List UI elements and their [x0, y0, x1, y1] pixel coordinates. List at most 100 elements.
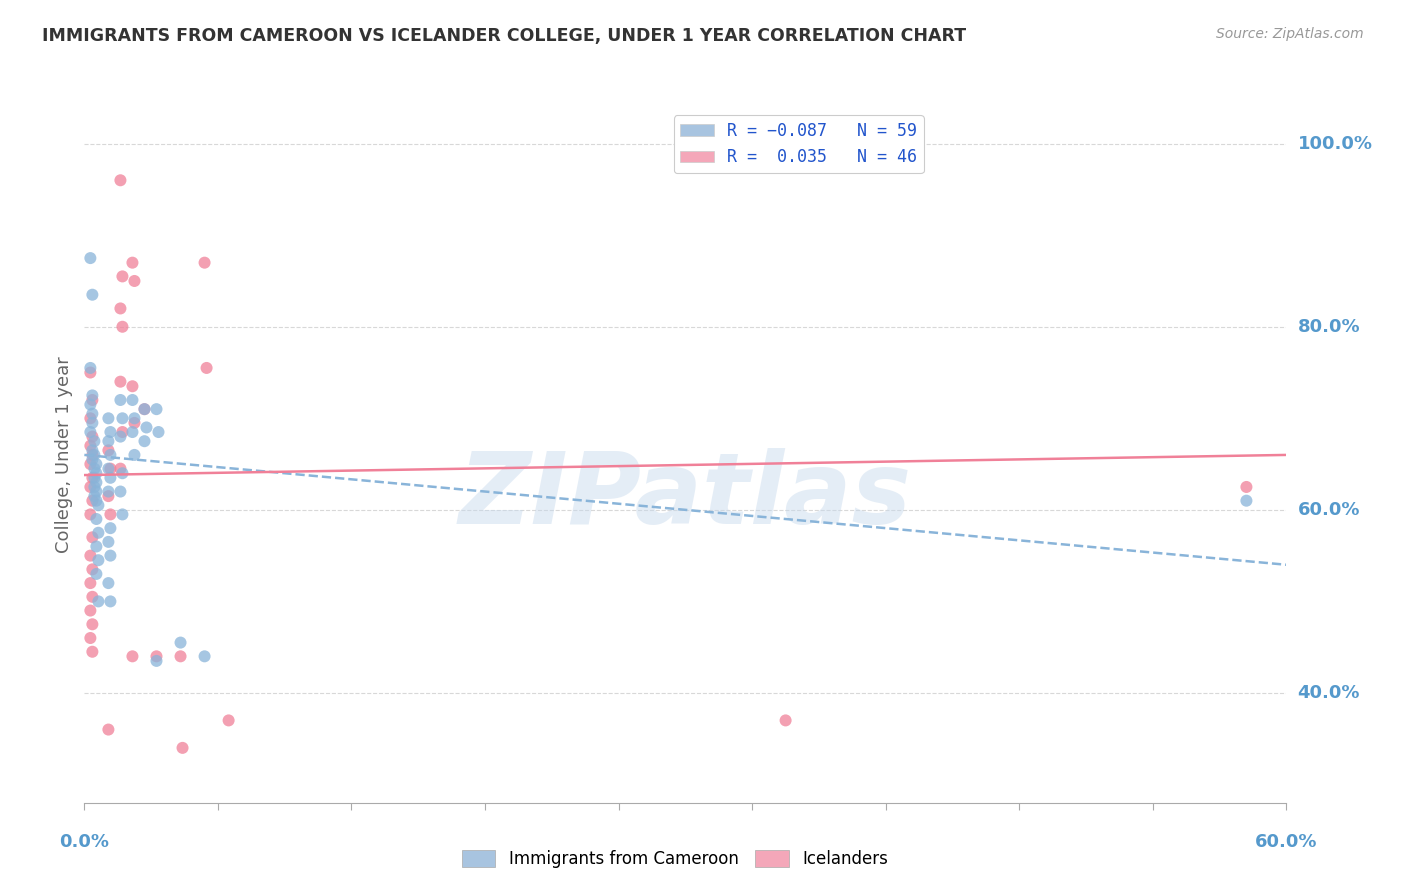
Point [134, 402, 156, 417]
Point [100, 461, 122, 475]
Point [110, 461, 132, 475]
Point [100, 425, 122, 439]
Text: 60.0%: 60.0% [1298, 500, 1360, 519]
Point [97, 411, 120, 425]
Point [124, 274, 146, 288]
Point [82, 388, 104, 402]
Point [100, 521, 122, 535]
Point [100, 448, 122, 462]
Legend: R = −0.087   N = 59, R =  0.035   N = 46: R = −0.087 N = 59, R = 0.035 N = 46 [673, 115, 924, 173]
Point [82, 443, 104, 458]
Point [169, 635, 191, 649]
Point [97, 443, 120, 458]
Point [172, 740, 194, 755]
Text: 0.0%: 0.0% [59, 833, 110, 851]
Point [82, 448, 104, 462]
Point [79, 439, 101, 453]
Point [79, 508, 101, 522]
Point [83, 471, 105, 485]
Point [110, 301, 132, 316]
Point [100, 508, 122, 522]
Point [110, 429, 132, 443]
Point [97, 484, 120, 499]
Point [86, 484, 108, 499]
Point [82, 530, 104, 544]
Point [82, 590, 104, 604]
Point [79, 411, 101, 425]
Point [1234, 493, 1257, 508]
Point [169, 649, 191, 664]
Point [79, 631, 101, 645]
Point [145, 654, 167, 668]
Point [79, 251, 101, 265]
Point [86, 493, 108, 508]
Point [111, 467, 134, 481]
Point [82, 416, 104, 430]
Point [124, 416, 146, 430]
Point [86, 512, 108, 526]
Point [83, 480, 105, 494]
Point [121, 379, 143, 393]
Point [79, 398, 101, 412]
Point [79, 603, 101, 617]
Point [83, 461, 105, 475]
Point [83, 448, 105, 462]
Text: 100.0%: 100.0% [1298, 135, 1372, 153]
Point [87, 498, 110, 512]
Point [195, 361, 218, 376]
Point [82, 471, 104, 485]
Point [111, 319, 134, 334]
Point [97, 434, 120, 449]
Point [100, 549, 122, 563]
Point [121, 392, 143, 407]
Point [86, 566, 108, 581]
Point [87, 553, 110, 567]
Point [124, 411, 146, 425]
Point [134, 402, 156, 417]
Point [775, 714, 797, 728]
Point [110, 484, 132, 499]
Point [134, 434, 156, 449]
Text: IMMIGRANTS FROM CAMEROON VS ICELANDER COLLEGE, UNDER 1 YEAR CORRELATION CHART: IMMIGRANTS FROM CAMEROON VS ICELANDER CO… [42, 27, 966, 45]
Point [82, 645, 104, 659]
Point [111, 508, 134, 522]
Point [79, 549, 101, 563]
Point [86, 540, 108, 554]
Point [82, 493, 104, 508]
Point [82, 562, 104, 576]
Point [111, 269, 134, 284]
Point [100, 594, 122, 608]
Point [82, 392, 104, 407]
Point [111, 411, 134, 425]
Point [83, 489, 105, 503]
Point [121, 649, 143, 664]
Legend: Immigrants from Cameroon, Icelanders: Immigrants from Cameroon, Icelanders [456, 843, 894, 875]
Point [194, 649, 217, 664]
Point [135, 420, 157, 434]
Text: Source: ZipAtlas.com: Source: ZipAtlas.com [1216, 27, 1364, 41]
Point [111, 425, 134, 439]
Point [97, 489, 120, 503]
Text: 60.0%: 60.0% [1256, 833, 1317, 851]
Point [79, 457, 101, 471]
Point [83, 434, 105, 449]
Point [148, 425, 170, 439]
Point [97, 576, 120, 591]
Point [97, 723, 120, 737]
Point [110, 392, 132, 407]
Point [110, 375, 132, 389]
Text: 80.0%: 80.0% [1298, 318, 1360, 335]
Y-axis label: College, Under 1 year: College, Under 1 year [55, 357, 73, 553]
Point [79, 366, 101, 380]
Point [86, 457, 108, 471]
Point [121, 425, 143, 439]
Point [87, 525, 110, 540]
Point [82, 452, 104, 467]
Point [79, 425, 101, 439]
Point [82, 429, 104, 443]
Point [121, 255, 143, 269]
Point [124, 448, 146, 462]
Point [79, 576, 101, 591]
Point [145, 402, 167, 417]
Point [82, 287, 104, 301]
